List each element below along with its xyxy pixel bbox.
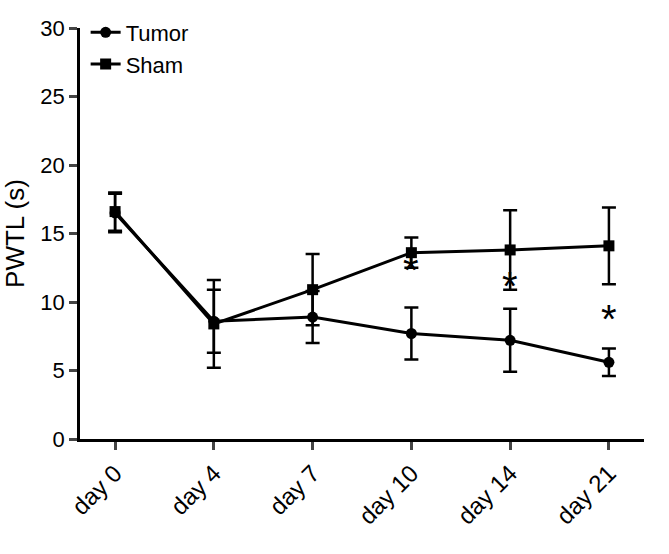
svg-text:day 14: day 14 xyxy=(452,459,522,529)
svg-text:Sham: Sham xyxy=(126,53,183,78)
svg-text:day 0: day 0 xyxy=(66,459,127,520)
svg-text:15: 15 xyxy=(40,221,64,246)
svg-text:30: 30 xyxy=(40,16,64,41)
svg-text:Tumor: Tumor xyxy=(126,21,189,46)
svg-text:10: 10 xyxy=(40,290,64,315)
svg-text:day 10: day 10 xyxy=(353,459,423,529)
svg-text:25: 25 xyxy=(40,84,64,109)
svg-text:5: 5 xyxy=(53,358,65,383)
svg-text:*: * xyxy=(403,248,419,292)
svg-text:*: * xyxy=(502,264,518,308)
svg-text:*: * xyxy=(601,297,617,341)
svg-text:day 4: day 4 xyxy=(165,459,226,520)
svg-text:0: 0 xyxy=(53,427,65,452)
svg-text:day 21: day 21 xyxy=(551,459,621,529)
svg-text:20: 20 xyxy=(40,153,64,178)
svg-text:PWTL (s): PWTL (s) xyxy=(0,179,30,288)
svg-text:day 7: day 7 xyxy=(264,459,325,520)
